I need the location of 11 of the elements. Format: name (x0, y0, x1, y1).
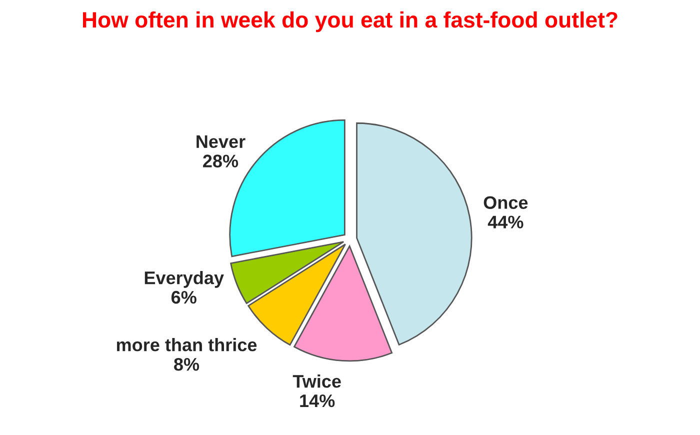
data-label: 6% (171, 290, 196, 304)
chart-title: How often in week do you eat in a fast-food outlet? (82, 11, 618, 32)
slice-label: Twice (292, 374, 341, 388)
slice-label: Once (484, 196, 528, 209)
data-label: 8% (174, 358, 200, 371)
slice-label: more than thrice (116, 338, 257, 352)
slice-label: Everyday (144, 270, 224, 288)
slice-label: Never (196, 135, 246, 148)
data-label: 44% (488, 216, 524, 228)
data-label: 28% (203, 154, 238, 168)
data-label: 14% (300, 394, 335, 408)
